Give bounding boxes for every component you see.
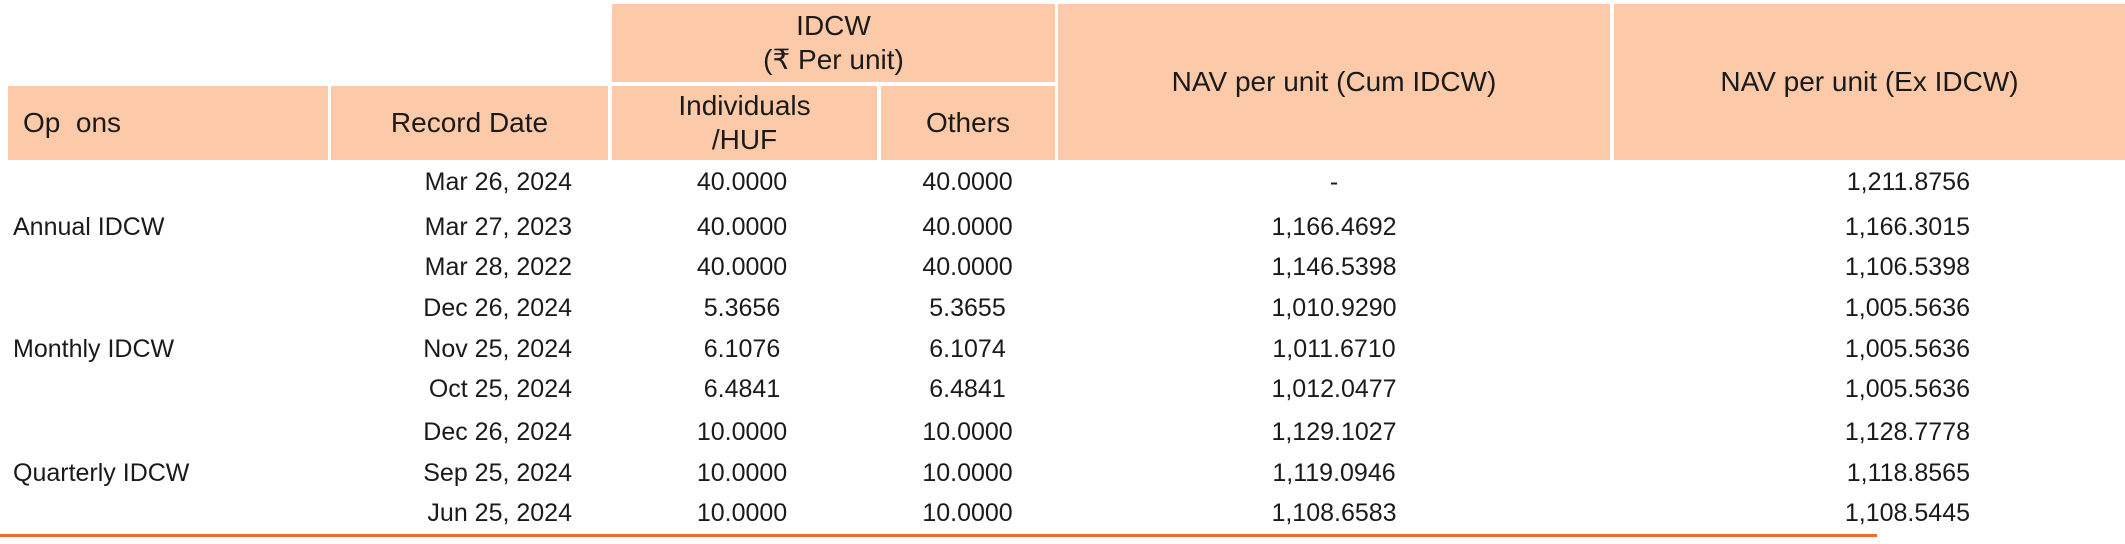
table-cell-date: Jun 25, 2024 <box>427 499 572 527</box>
table-cell-nav-ex: 1,005.5636 <box>1844 294 1970 322</box>
table-cell-others: 5.3655 <box>929 294 1006 322</box>
table-cell-nav-cum: 1,146.5398 <box>1271 253 1397 281</box>
record-date-header-label: Record Date <box>390 107 549 138</box>
table-cell-nav-ex: 1,005.5636 <box>1844 335 1970 363</box>
table-cell-nav-ex: 1,166.3015 <box>1844 213 1970 241</box>
idcw-header-line1: IDCW <box>796 10 871 41</box>
table-cell-date: Dec 26, 2024 <box>423 418 572 446</box>
table-cell-others: 6.4841 <box>929 375 1006 403</box>
option-label-quarterly: Quarterly IDCW <box>13 459 190 487</box>
table-cell-others: 40.0000 <box>922 168 1013 196</box>
table-cell-individuals: 10.0000 <box>696 418 788 446</box>
table-bottom-rule <box>0 534 1877 537</box>
table-cell-nav-cum: 1,108.6583 <box>1271 499 1397 527</box>
table-cell-nav-ex: 1,118.8565 <box>1846 459 1970 487</box>
option-label-annual: Annual IDCW <box>13 213 165 241</box>
table-cell-nav-ex: 1,211.8756 <box>1846 168 1970 196</box>
individuals-header-line2: /HUF <box>711 124 778 155</box>
table-cell-others: 40.0000 <box>922 213 1013 241</box>
table-cell-others: 40.0000 <box>922 253 1013 281</box>
option-label-monthly: Monthly IDCW <box>13 335 175 363</box>
table-cell-individuals: 6.1076 <box>703 335 781 363</box>
table-cell-nav-cum: 1,166.4692 <box>1271 213 1397 241</box>
nav-ex-header: NAV per unit (Ex IDCW) <box>1614 4 2125 160</box>
table-cell-nav-cum: 1,010.9290 <box>1271 294 1397 322</box>
table-cell-nav-cum: 1,011.6710 <box>1272 335 1396 363</box>
table-cell-nav-ex: 1,128.7778 <box>1844 418 1970 446</box>
individuals-header-line1: Individuals <box>678 90 811 121</box>
table-cell-date: Mar 27, 2023 <box>424 213 572 241</box>
table-cell-individuals: 10.0000 <box>696 459 788 487</box>
others-header: Others <box>881 86 1055 160</box>
table-cell-nav-ex: 1,005.5636 <box>1844 375 1970 403</box>
options-header: Op ons <box>8 86 328 160</box>
table-cell-nav-cum: 1,119.0946 <box>1272 459 1396 487</box>
table-cell-individuals: 40.0000 <box>696 168 788 196</box>
table-cell-individuals: 5.3656 <box>703 294 781 322</box>
options-header-label: Op ons <box>23 107 122 138</box>
table-cell-individuals: 40.0000 <box>696 213 788 241</box>
table-cell-date: Sep 25, 2024 <box>423 459 572 487</box>
table-cell-nav-cum: - <box>1329 168 1339 196</box>
nav-cum-header-label: NAV per unit (Cum IDCW) <box>1171 66 1497 97</box>
table-cell-others: 6.1074 <box>929 335 1006 363</box>
table-cell-others: 10.0000 <box>922 459 1013 487</box>
idcw-header-line2: (₹ Per unit) <box>763 44 904 75</box>
others-header-label: Others <box>925 107 1011 138</box>
nav-ex-header-label: NAV per unit (Ex IDCW) <box>1720 66 2019 97</box>
table-cell-nav-ex: 1,106.5398 <box>1844 253 1970 281</box>
table-cell-date: Mar 26, 2024 <box>424 168 572 196</box>
table-cell-others: 10.0000 <box>922 499 1013 527</box>
nav-cum-header: NAV per unit (Cum IDCW) <box>1058 4 1610 160</box>
table-cell-nav-cum: 1,012.0477 <box>1271 375 1397 403</box>
table-cell-date: Oct 25, 2024 <box>428 375 572 403</box>
table-cell-individuals: 10.0000 <box>696 499 788 527</box>
table-cell-date: Mar 28, 2022 <box>424 253 572 281</box>
individuals-header: Individuals /HUF <box>612 86 877 160</box>
table-cell-nav-ex: 1,108.5445 <box>1844 499 1970 527</box>
table-cell-individuals: 40.0000 <box>696 253 788 281</box>
table-cell-date: Nov 25, 2024 <box>423 335 572 363</box>
table-cell-date: Dec 26, 2024 <box>423 294 572 322</box>
record-date-header: Record Date <box>331 86 608 160</box>
table-cell-individuals: 6.4841 <box>703 375 781 403</box>
table-cell-nav-cum: 1,129.1027 <box>1271 418 1397 446</box>
idcw-group-header: IDCW (₹ Per unit) <box>612 4 1055 82</box>
table-cell-others: 10.0000 <box>922 418 1013 446</box>
